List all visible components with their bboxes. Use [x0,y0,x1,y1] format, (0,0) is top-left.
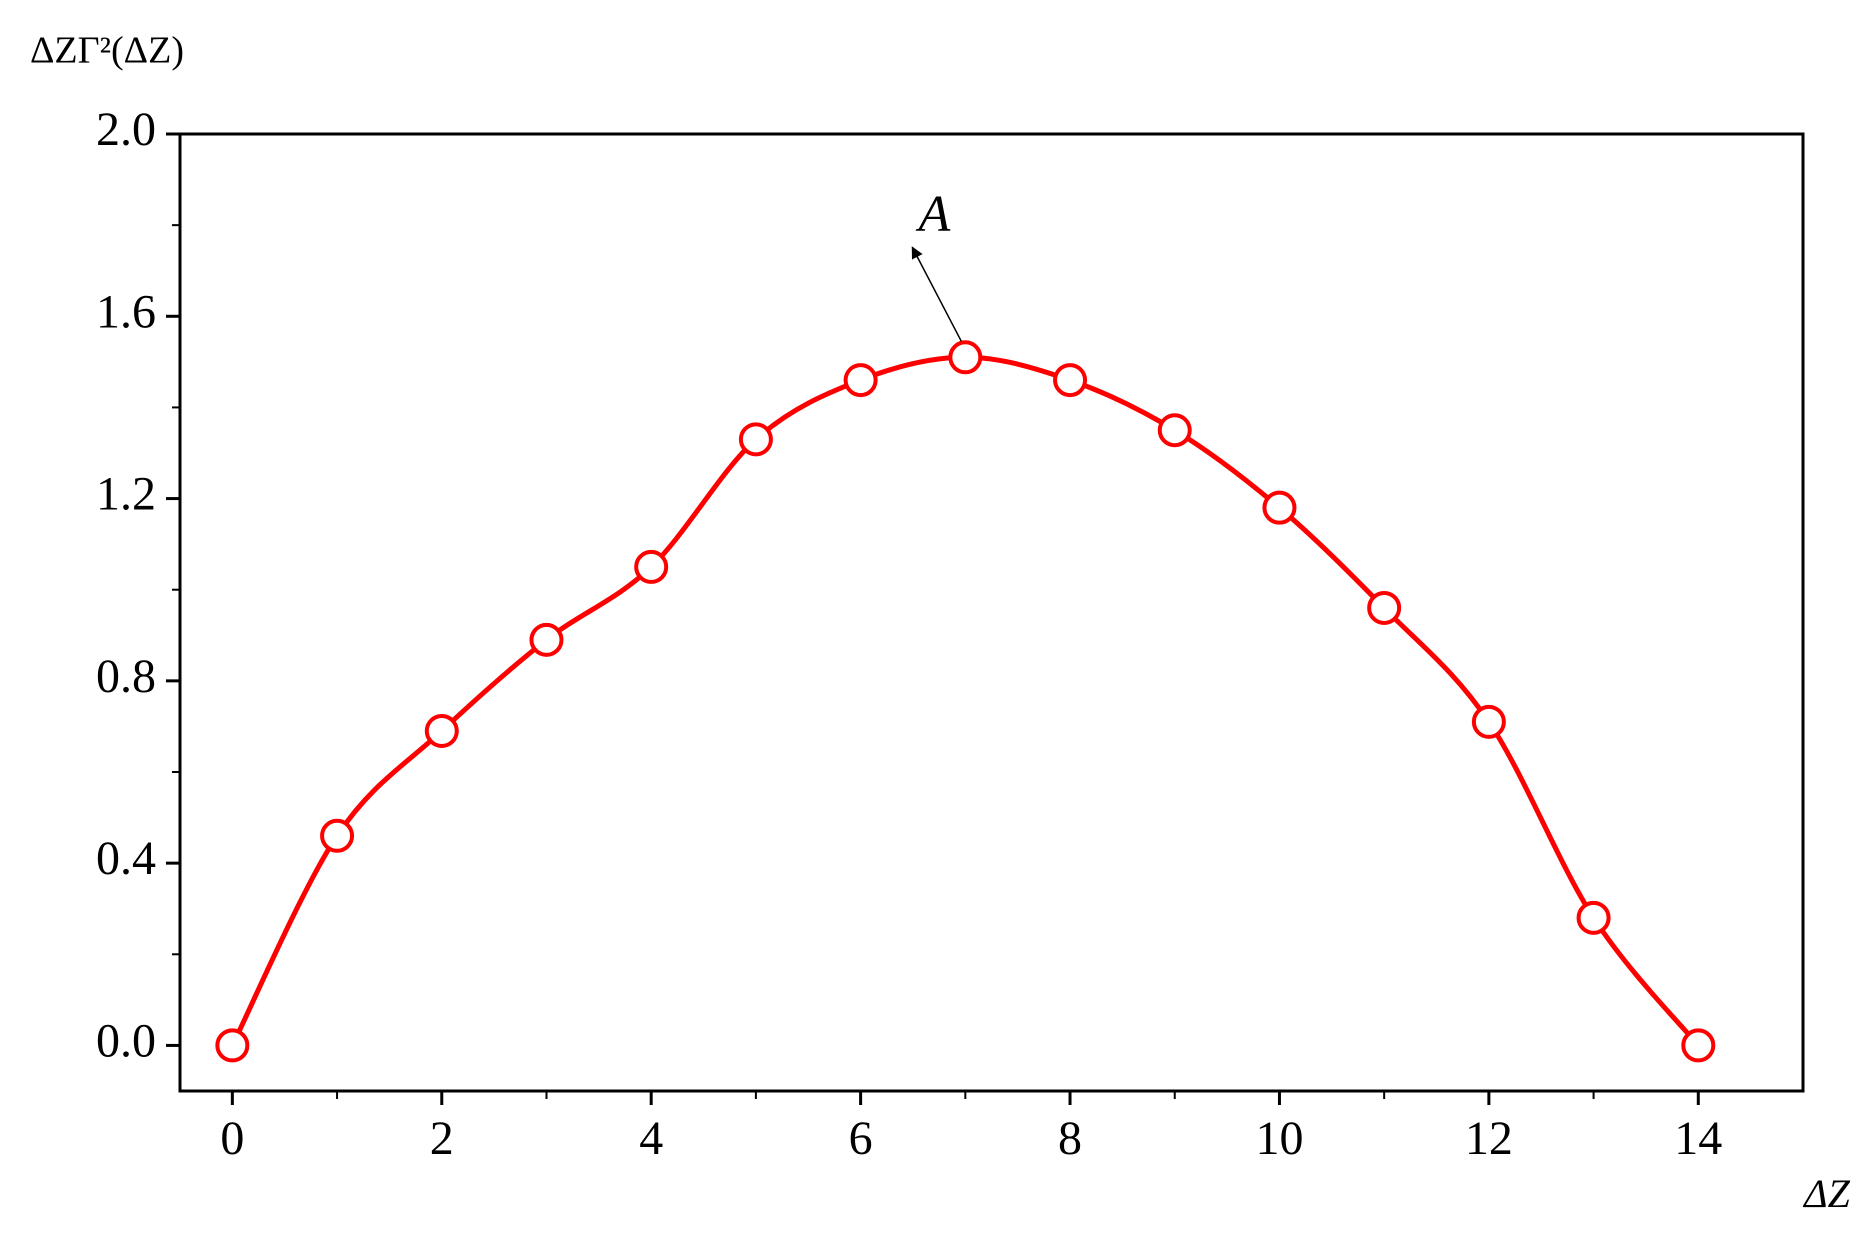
point [1053,363,1088,398]
x-tick-label: 6 [849,1112,873,1165]
x-tick-label: 0 [220,1112,244,1165]
x-tick-label: 14 [1674,1112,1722,1165]
point [1157,413,1192,448]
point [634,549,669,584]
x-axis-label: ΔZ [1802,1171,1850,1216]
y-tick-label: 1.2 [96,468,156,521]
y-tick-label: 0.8 [96,650,156,703]
annotation: A [915,186,950,243]
point [1576,900,1611,935]
point [1471,704,1506,739]
point [1367,590,1402,625]
x-tick-label: 10 [1255,1112,1303,1165]
point [215,1028,250,1063]
point [948,340,983,375]
y-tick-label: 0.4 [96,832,156,885]
x-tick-label: 12 [1465,1112,1513,1165]
x-tick-label: 2 [430,1112,454,1165]
x-tick-label: 4 [639,1112,663,1165]
y-tick-label: 2.0 [96,103,156,156]
point [843,363,878,398]
y-tick-label: 0.0 [96,1014,156,1067]
point [320,818,355,853]
point [424,713,459,748]
point [1681,1028,1716,1063]
line [230,354,1701,1048]
point [738,422,773,457]
plot-frame [178,132,1805,1093]
annotation-arrow [911,246,962,342]
point [529,622,564,657]
y-axis-label: ΔZΓ²(ΔZ) [30,30,184,72]
y-tick-label: 1.6 [96,285,156,338]
point [1262,490,1297,525]
x-tick-label: 8 [1058,1112,1082,1165]
